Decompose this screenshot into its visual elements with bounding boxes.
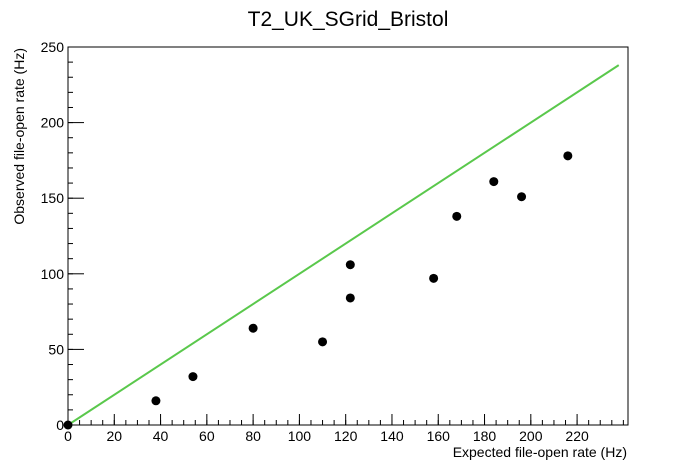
data-point (563, 151, 573, 161)
y-axis-title: Observed file-open rate (Hz) (11, 48, 27, 225)
x-axis-title: Expected file-open rate (Hz) (453, 444, 627, 460)
y-tick-label: 250 (41, 39, 65, 55)
data-point (452, 211, 462, 221)
x-tick-label: 140 (380, 428, 404, 444)
data-point (318, 337, 328, 347)
data-point (517, 192, 527, 202)
x-tick-label: 120 (334, 428, 358, 444)
data-point (489, 177, 499, 187)
x-tick-label: 20 (106, 428, 122, 444)
data-point (151, 396, 161, 406)
data-point (188, 372, 198, 382)
y-tick-label: 150 (41, 190, 65, 206)
x-tick-label: 60 (199, 428, 215, 444)
chart-title: T2_UK_SGrid_Bristol (248, 8, 449, 31)
x-tick-label: 0 (64, 428, 72, 444)
y-tick-label: 200 (41, 115, 65, 131)
y-tick-label: 0 (56, 417, 64, 433)
data-point (429, 273, 439, 283)
y-tick-label: 50 (48, 341, 64, 357)
x-tick-label: 40 (153, 428, 169, 444)
x-tick-label: 100 (288, 428, 312, 444)
data-point (63, 420, 73, 430)
x-tick-label: 220 (565, 428, 589, 444)
y-tick-label: 100 (41, 266, 65, 282)
data-point (345, 260, 355, 270)
plot-frame (67, 46, 629, 426)
x-tick-label: 80 (245, 428, 261, 444)
x-tick-label: 160 (427, 428, 451, 444)
x-tick-label: 200 (519, 428, 543, 444)
data-point (345, 293, 355, 303)
data-point (248, 323, 258, 333)
x-tick-label: 180 (473, 428, 497, 444)
reference-line (67, 64, 620, 426)
